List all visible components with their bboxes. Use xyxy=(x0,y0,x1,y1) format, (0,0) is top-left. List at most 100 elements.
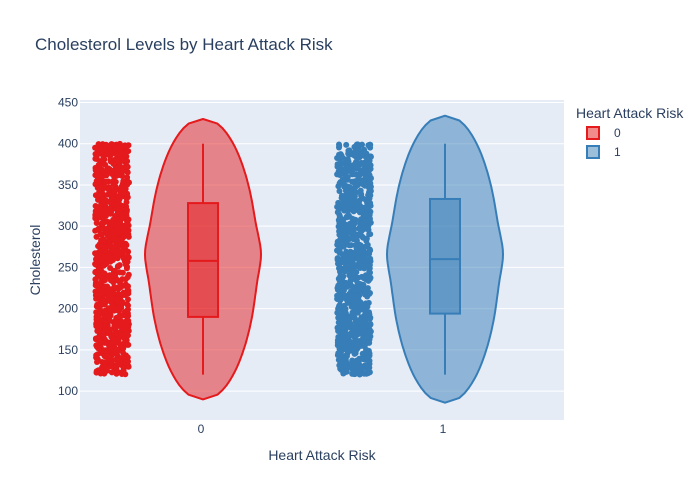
data-point xyxy=(97,322,104,329)
data-point xyxy=(98,195,105,202)
data-point xyxy=(363,322,370,329)
data-point xyxy=(125,317,132,324)
data-point xyxy=(110,230,117,237)
data-point xyxy=(104,352,111,359)
data-point xyxy=(117,146,123,153)
data-point xyxy=(120,349,127,356)
data-point xyxy=(355,326,362,332)
data-point xyxy=(99,220,106,227)
data-point xyxy=(338,348,345,355)
data-point xyxy=(350,296,357,303)
data-point xyxy=(365,347,372,354)
data-point xyxy=(364,363,371,370)
data-point xyxy=(95,286,102,293)
data-point xyxy=(345,150,352,157)
data-point xyxy=(360,181,366,188)
legend-label-0: 0 xyxy=(614,126,621,140)
data-point xyxy=(100,297,107,303)
data-point xyxy=(114,165,121,172)
data-point xyxy=(335,319,342,326)
data-point xyxy=(105,228,111,235)
data-point xyxy=(362,317,369,323)
data-point xyxy=(119,172,125,179)
data-point xyxy=(345,199,351,206)
data-point xyxy=(367,321,374,328)
data-point xyxy=(124,194,131,201)
data-point xyxy=(357,187,364,194)
data-point xyxy=(363,235,370,242)
data-point xyxy=(357,340,363,347)
x-tick-label: 1 xyxy=(440,422,447,436)
data-point xyxy=(334,295,341,302)
data-point xyxy=(94,359,100,365)
data-point xyxy=(116,205,122,212)
y-tick-label: 450 xyxy=(58,95,78,109)
data-point xyxy=(119,215,126,221)
data-point xyxy=(359,233,366,240)
data-point xyxy=(117,280,124,287)
data-point xyxy=(343,141,350,148)
data-point xyxy=(122,339,129,346)
data-point xyxy=(335,282,342,289)
data-point xyxy=(341,369,348,376)
data-point xyxy=(116,195,123,202)
data-point xyxy=(94,328,101,334)
data-point xyxy=(367,188,374,194)
data-point xyxy=(347,206,354,213)
data-point xyxy=(352,335,358,342)
data-point xyxy=(334,337,341,344)
data-point xyxy=(123,359,130,366)
data-point xyxy=(335,275,342,282)
data-point xyxy=(104,357,111,364)
data-point xyxy=(107,363,114,370)
data-point xyxy=(338,354,345,361)
data-point xyxy=(346,252,352,259)
data-point xyxy=(350,225,357,232)
data-point xyxy=(125,271,132,278)
data-point xyxy=(113,347,120,353)
data-point xyxy=(351,371,358,377)
data-point xyxy=(338,195,345,201)
data-point xyxy=(338,170,345,177)
data-point xyxy=(123,199,130,206)
data-point xyxy=(99,243,106,250)
data-point xyxy=(351,347,358,354)
data-point xyxy=(365,370,371,377)
data-point xyxy=(349,215,356,222)
data-point xyxy=(94,184,101,191)
data-point xyxy=(340,309,347,316)
data-point xyxy=(336,303,342,310)
data-point xyxy=(124,163,131,170)
data-point xyxy=(358,365,365,372)
data-point xyxy=(98,237,105,244)
data-point xyxy=(357,225,364,231)
data-point xyxy=(100,288,107,295)
x-tick-label: 0 xyxy=(198,422,205,436)
y-tick-label: 300 xyxy=(58,219,78,233)
data-point xyxy=(121,224,128,231)
data-point xyxy=(367,200,374,206)
data-point xyxy=(126,179,132,186)
data-point xyxy=(96,266,102,273)
data-point xyxy=(367,183,374,190)
data-point xyxy=(343,213,350,220)
data-point xyxy=(117,188,124,195)
data-point xyxy=(367,290,373,296)
data-point xyxy=(356,209,363,216)
data-point xyxy=(111,201,118,208)
data-point xyxy=(360,249,367,256)
data-point xyxy=(103,243,110,250)
data-point xyxy=(340,291,347,297)
x-axis-title: Heart Attack Risk xyxy=(268,447,376,463)
points-strip xyxy=(92,140,132,378)
data-point xyxy=(353,158,360,165)
data-point xyxy=(120,247,127,254)
data-point xyxy=(94,177,101,184)
data-point xyxy=(114,158,121,165)
data-point xyxy=(361,306,368,313)
data-point xyxy=(124,253,131,260)
data-point xyxy=(111,173,118,180)
data-point xyxy=(108,369,115,376)
data-point xyxy=(112,178,119,185)
